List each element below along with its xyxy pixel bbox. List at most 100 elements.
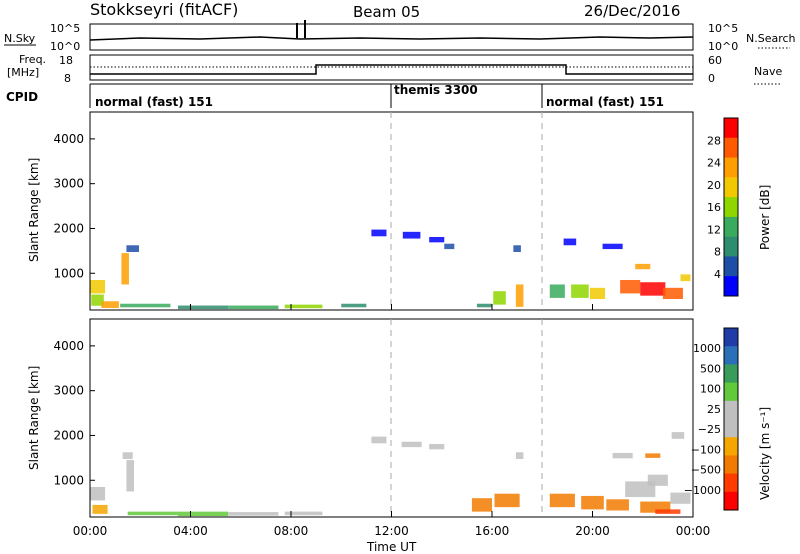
beam-title: Beam 05: [353, 3, 420, 21]
time-x-axis: 00:00 04:00 08:00 12:00 16:00 20:00 00:00: [73, 304, 711, 538]
power-data-cell: [662, 287, 683, 300]
power-data-cell: [563, 238, 577, 246]
noise-sky-line: [89, 36, 694, 41]
velocity-colorbar-swatch: [724, 419, 738, 438]
velocity-y-axis-label: Slant Range [km]: [27, 366, 41, 470]
velocity-colorbar-tick-label: 25: [707, 403, 721, 416]
noise-right-tick-bottom: 10^0: [708, 40, 738, 53]
cpid-panel: CPID normal (fast) 151 themis 3300 norma…: [6, 83, 693, 109]
power-data-cell: [429, 236, 445, 243]
power-data-cell: [549, 284, 565, 298]
velocity-data-cell: [471, 498, 492, 512]
freq-left-tick-top: 18: [59, 54, 73, 67]
velocity-colorbar-swatch: [724, 437, 738, 456]
power-colorbar-tick-label: 24: [707, 157, 721, 170]
velocity-colorbar-swatch: [724, 364, 738, 384]
velocity-y-tick-label: 1000: [53, 473, 84, 487]
velocity-colorbar-tick-label: −1000: [684, 484, 721, 497]
velocity-data-cell: [127, 511, 178, 516]
power-data-cell: [589, 287, 606, 300]
velocity-colorbar-label: Velocity [m s⁻¹]: [758, 407, 772, 500]
power-colorbar-tick-label: 4: [714, 268, 721, 281]
x-tick-label: 08:00: [274, 524, 309, 538]
x-axis-title: Time UT: [366, 540, 417, 554]
power-data-cell: [571, 284, 589, 298]
power-colorbar-tick-label: 8: [714, 246, 721, 259]
velocity-data-cell: [640, 501, 671, 513]
velocity-colorbar-swatch: [724, 346, 738, 365]
power-data-cell: [640, 282, 666, 296]
velocity-data-cell: [612, 452, 633, 459]
velocity-colorbar-swatch: [724, 491, 738, 511]
power-data-cell: [90, 279, 106, 294]
power-data-cell: [513, 245, 521, 252]
velocity-y-tick-label: 3000: [53, 384, 84, 398]
velocity-colorbar-swatch: [724, 400, 738, 420]
power-colorbar-tick-label: 20: [707, 179, 721, 192]
power-colorbar-swatch: [724, 236, 738, 257]
velocity-data-cell: [647, 474, 668, 486]
nave-label: Nave: [754, 65, 782, 78]
power-data-cell: [120, 303, 171, 308]
cpid-label: CPID: [6, 90, 38, 104]
power-colorbar-swatch: [724, 276, 738, 297]
velocity-data-cell: [670, 492, 691, 504]
power-data-cell: [126, 245, 139, 252]
velocity-data-cell: [606, 499, 629, 511]
power-colorbar-swatch: [724, 118, 738, 139]
power-data-cell: [515, 284, 524, 307]
freq-panel: Freq. [MHz] 18 8 60 0 Nave: [7, 53, 782, 85]
velocity-data-cell: [494, 493, 520, 508]
velocity-colorbar-tick-label: −500: [691, 464, 721, 477]
velocity-colorbar-tick-label: −25: [698, 423, 721, 436]
power-colorbar-swatch: [724, 137, 738, 159]
x-tick-label: 20:00: [575, 524, 610, 538]
power-y-tick-label: 3000: [53, 177, 84, 191]
power-data-cell: [228, 305, 279, 310]
velocity-data-cell: [122, 452, 133, 459]
velocity-data-cells: [90, 432, 691, 517]
velocity-colorbar-tick-label: 500: [700, 362, 721, 375]
noise-panel: N.Sky 10^5 10^0 10^5 10^0 N.Search: [4, 20, 796, 53]
power-colorbar-frame: [723, 117, 739, 297]
velocity-colorbar: 1000 500 100 25 −25 −100 −500 −1000: [684, 327, 739, 511]
velocity-data-cell: [90, 486, 106, 501]
velocity-colorbar-swatch: [724, 328, 738, 347]
power-data-cell: [402, 231, 421, 239]
velocity-data-cell: [515, 452, 524, 459]
x-tick-label: 04:00: [173, 524, 208, 538]
velocity-data-cell: [671, 432, 685, 439]
power-colorbar: 28 24 20 16 12 8 4: [707, 117, 739, 297]
cpid-segment-label: normal (fast) 151: [95, 95, 213, 109]
power-data-cell: [680, 274, 691, 282]
power-data-cell: [341, 303, 367, 308]
velocity-data-cell: [549, 493, 575, 508]
power-colorbar-tick-label: 12: [707, 223, 721, 236]
velocity-panel: 1000 2000 3000 4000 Slant Range [km]: [27, 318, 694, 518]
power-y-axis: 1000 2000 3000 4000: [53, 132, 95, 280]
power-data-cell: [371, 229, 387, 237]
velocity-data-cell: [429, 443, 445, 450]
x-tick-label: 00:00: [676, 524, 711, 538]
x-tick-label: 00:00: [73, 524, 108, 538]
velocity-y-tick-label: 2000: [53, 428, 84, 442]
velocity-colorbar-swatch: [724, 473, 738, 493]
x-tick-label: 12:00: [374, 524, 409, 538]
velocity-data-cell: [92, 504, 108, 514]
freq-right-tick-bottom: 0: [708, 72, 715, 85]
power-colorbar-swatch: [724, 216, 738, 238]
velocity-data-cell: [177, 511, 229, 517]
power-y-axis-label: Slant Range [km]: [27, 158, 41, 262]
power-colorbar-swatch: [724, 177, 738, 198]
power-y-tick-label: 1000: [53, 266, 84, 280]
power-data-cell: [493, 291, 506, 305]
station-title: Stokkseyri (fitACF): [90, 0, 238, 19]
velocity-colorbar-tick-label: −100: [691, 443, 721, 456]
noise-left-label: N.Sky: [4, 32, 36, 45]
power-data-cell: [620, 279, 641, 294]
noise-left-tick-top: 10^5: [50, 22, 80, 35]
power-data-cell: [476, 303, 492, 308]
power-data-cell: [91, 294, 104, 306]
noise-left-tick-bottom: 10^0: [50, 40, 80, 53]
